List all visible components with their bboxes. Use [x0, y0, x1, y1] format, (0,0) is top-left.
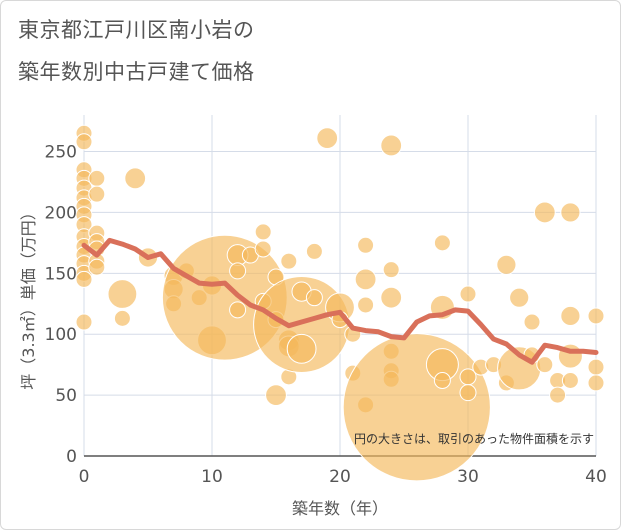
size-note: 円の大きさは、取引のあった物件面積を示す	[354, 431, 594, 446]
bubble-point	[523, 313, 541, 331]
bubble-point	[124, 167, 147, 190]
bubble-point	[88, 258, 106, 276]
bubble-point	[229, 301, 247, 319]
bubble-point	[88, 169, 106, 187]
bubble-point	[560, 202, 581, 223]
bubble-point	[561, 371, 579, 389]
bubble-point	[587, 358, 605, 376]
bubble-point	[560, 305, 581, 327]
bubble-point	[107, 279, 138, 309]
bubble-point	[254, 240, 272, 258]
bubble-point	[509, 287, 530, 308]
bubble-point	[305, 289, 323, 307]
bubble-point	[354, 268, 377, 291]
y-tick-label: 0	[66, 447, 77, 467]
bubble-point	[382, 261, 400, 279]
x-tick-label: 30	[457, 467, 479, 487]
bubble-point	[496, 254, 517, 275]
bubble-point	[229, 262, 247, 280]
x-tick-label: 10	[201, 467, 223, 487]
x-tick-label: 40	[585, 467, 607, 487]
bubble-point	[280, 252, 298, 270]
bubble-layer	[75, 124, 605, 482]
y-tick-label: 50	[55, 386, 77, 406]
bubble-point	[88, 185, 106, 203]
bubble-point	[305, 242, 323, 260]
bubble-point	[254, 223, 272, 241]
y-tick-label: 100	[45, 325, 77, 345]
bubble-point	[75, 133, 93, 151]
bubble-point	[75, 313, 93, 331]
bubble-point	[265, 384, 287, 407]
tick-labels: 0 10 20 30 40 0 50 100 150 200 250	[45, 143, 607, 487]
grid	[83, 115, 597, 457]
chart-title-line2: 築年数別中古戸建て価格	[18, 60, 255, 84]
x-tick-label: 20	[329, 467, 351, 487]
bubble-point	[549, 386, 567, 404]
bubble-point	[75, 270, 93, 288]
bubble-point	[533, 201, 556, 224]
bubble-point	[587, 374, 605, 392]
bubble-point	[357, 236, 375, 254]
bubble-point	[433, 234, 451, 252]
y-axis-label: 坪（3.3㎡）単価（万円）	[19, 204, 38, 389]
bubble-point	[459, 285, 477, 303]
bubble-point	[342, 333, 491, 482]
y-tick-label: 250	[45, 143, 77, 163]
bubble-point	[587, 307, 605, 325]
chart-title-line1: 東京都江戸川区南小岩の	[18, 18, 255, 42]
x-tick-label: 0	[79, 467, 90, 487]
bubble-point	[316, 127, 339, 150]
bubble-point	[357, 296, 375, 314]
bubble-point	[113, 309, 131, 327]
x-axis-label: 築年数（年）	[292, 499, 388, 518]
bubble-point	[380, 286, 403, 309]
bubble-point	[459, 384, 477, 402]
bubble-point	[286, 333, 317, 364]
bubble-point	[536, 356, 554, 374]
bubble-point	[433, 371, 451, 389]
y-tick-label: 150	[45, 264, 77, 284]
average-price-line	[81, 237, 599, 365]
y-tick-label: 200	[45, 203, 77, 223]
bubble-point	[380, 134, 403, 157]
